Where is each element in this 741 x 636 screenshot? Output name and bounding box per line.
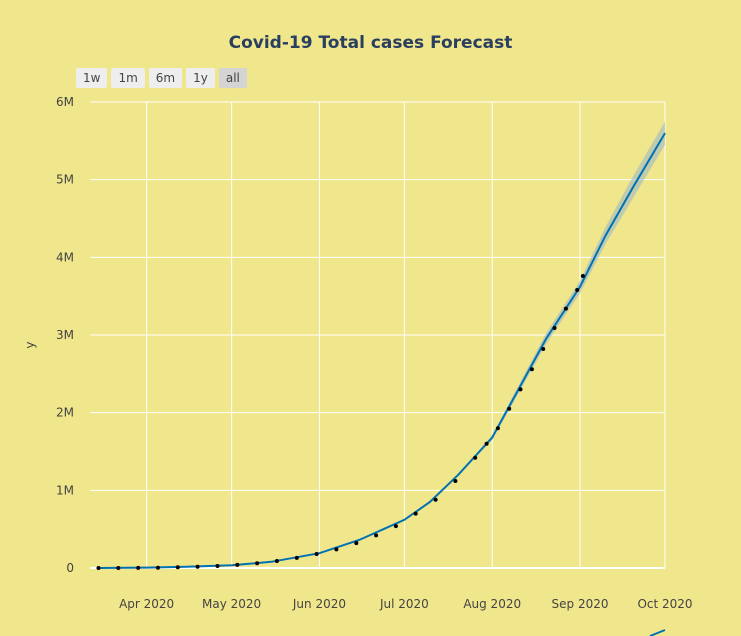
range-button-1m[interactable]: 1m [111, 68, 145, 88]
y-tick-label: 0 [66, 561, 74, 575]
actual-data-point [354, 541, 359, 546]
actual-data-point [255, 561, 260, 566]
actual-data-point [552, 326, 557, 330]
y-tick-label: 2M [56, 406, 74, 420]
range-button-1y[interactable]: 1y [186, 68, 215, 88]
actual-data-point [453, 479, 458, 483]
y-tick-label: 5M [56, 173, 74, 187]
actual-data-point [116, 566, 121, 570]
actual-data-point [393, 524, 398, 529]
actual-data-point [175, 565, 180, 570]
x-tick-label: May 2020 [202, 597, 261, 611]
actual-data-point [575, 288, 580, 292]
actual-data-point [334, 547, 339, 552]
actual-data-point [495, 426, 500, 431]
x-tick-label: Oct 2020 [637, 597, 692, 611]
actual-data-point [563, 306, 568, 311]
range-slider-trace [649, 629, 666, 636]
x-tick-label: Apr 2020 [119, 597, 174, 611]
x-tick-label: Sep 2020 [552, 597, 609, 611]
actual-data-point [235, 562, 240, 567]
y-tick-label: 3M [56, 328, 74, 342]
actual-data-point [529, 367, 534, 372]
actual-data-point [413, 511, 418, 516]
actual-data-point [136, 565, 141, 570]
y-axis-label: y [23, 341, 37, 348]
actual-data-point [156, 565, 160, 570]
actual-data-point [473, 455, 478, 460]
x-tick-label: Jun 2020 [292, 597, 346, 611]
range-button-6m[interactable]: 6m [148, 68, 183, 88]
actual-data-point [96, 566, 101, 570]
y-tick-label: 6M [56, 95, 74, 109]
actual-data-point [541, 347, 546, 351]
actual-data-point [215, 564, 220, 568]
range-button-all[interactable]: all [218, 68, 247, 88]
x-tick-label: Jul 2020 [379, 597, 429, 611]
actual-data-point [195, 564, 200, 569]
actual-data-point [274, 559, 279, 563]
actual-data-point [484, 441, 489, 446]
range-selector: 1w 1m 6m 1y all [76, 68, 247, 88]
y-tick-label: 1M [56, 483, 74, 497]
range-button-1w[interactable]: 1w [76, 68, 108, 88]
chart-title: Covid-19 Total cases Forecast [228, 33, 513, 53]
x-tick-label: Aug 2020 [463, 597, 521, 611]
actual-data-point [507, 406, 512, 411]
actual-data-point [580, 274, 585, 278]
actual-data-point [518, 387, 523, 392]
actual-data-point [374, 533, 379, 538]
actual-data-point [314, 552, 319, 556]
actual-data-point [433, 497, 438, 502]
y-tick-label: 4M [56, 250, 74, 264]
actual-data-point [294, 555, 299, 560]
